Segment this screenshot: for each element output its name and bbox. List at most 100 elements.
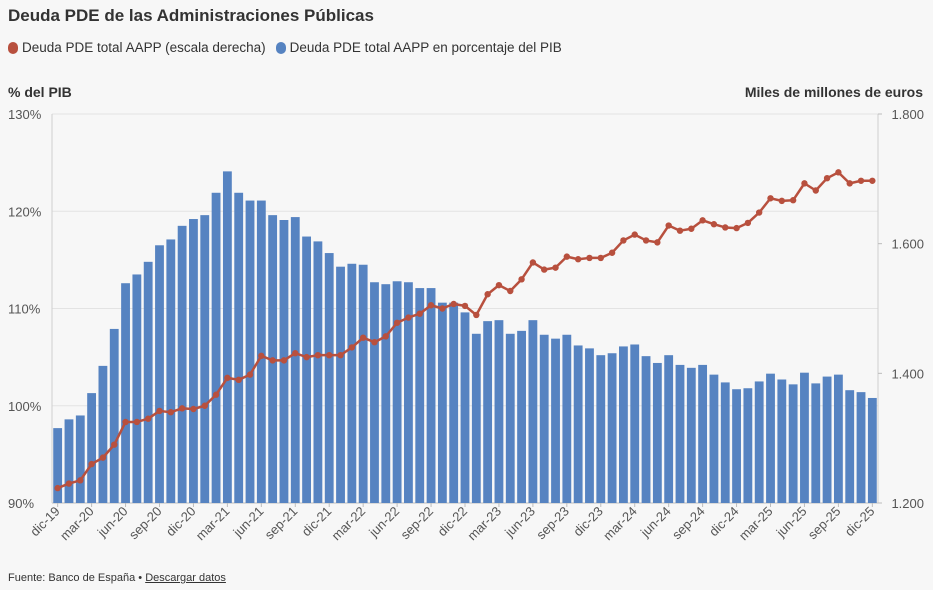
line-point bbox=[224, 374, 231, 382]
x-tick-label: mar-25 bbox=[736, 504, 776, 544]
line-point bbox=[416, 310, 423, 317]
line-point bbox=[631, 231, 638, 238]
legend-item-debt-total[interactable]: Deuda PDE total AAPP (escala derecha) bbox=[8, 40, 266, 55]
line-point bbox=[167, 409, 175, 416]
bar bbox=[517, 330, 526, 503]
bar bbox=[155, 245, 164, 503]
line-point bbox=[54, 484, 61, 492]
bar bbox=[539, 334, 549, 503]
bar bbox=[573, 345, 583, 503]
bar bbox=[336, 266, 345, 503]
bar bbox=[381, 284, 391, 503]
bar bbox=[664, 355, 674, 503]
x-tick-label: sep-24 bbox=[669, 504, 708, 543]
line-point bbox=[303, 353, 310, 361]
bar bbox=[528, 320, 538, 503]
bar bbox=[720, 382, 730, 503]
bar bbox=[856, 392, 866, 503]
line-point bbox=[507, 287, 514, 295]
x-tick-label: mar-23 bbox=[464, 504, 504, 544]
line-point bbox=[733, 224, 740, 232]
line-point bbox=[699, 217, 706, 224]
legend-item-debt-pct-gdp[interactable]: Deuda PDE total AAPP en porcentaje del P… bbox=[275, 40, 562, 55]
line-point bbox=[857, 177, 865, 184]
line-point bbox=[665, 222, 672, 229]
line-point bbox=[359, 334, 367, 341]
line-point bbox=[586, 254, 593, 262]
line-point bbox=[382, 333, 389, 340]
line-point bbox=[767, 195, 774, 202]
bar bbox=[562, 334, 572, 503]
x-tick-label: sep-25 bbox=[805, 504, 844, 543]
line-point bbox=[563, 253, 571, 260]
bar bbox=[630, 344, 640, 503]
bar bbox=[347, 263, 357, 503]
bar bbox=[415, 288, 425, 503]
line-point bbox=[144, 415, 152, 422]
line-point bbox=[755, 209, 763, 216]
legend-label-debt-total: Deuda PDE total AAPP (escala derecha) bbox=[22, 40, 266, 55]
line-point bbox=[529, 259, 537, 266]
line-point bbox=[212, 391, 220, 398]
bar bbox=[551, 338, 560, 503]
right-tick-label: 1.800 bbox=[891, 107, 924, 122]
line-point bbox=[439, 305, 446, 312]
right-tick-label: 1.200 bbox=[891, 496, 924, 511]
x-tick-label: dic-25 bbox=[842, 504, 878, 540]
x-tick-label: jun-21 bbox=[230, 504, 267, 541]
line-point bbox=[156, 407, 163, 415]
line-point bbox=[88, 460, 95, 468]
line-point bbox=[393, 319, 401, 326]
line-point bbox=[201, 402, 208, 409]
line-point bbox=[869, 177, 876, 184]
line-point bbox=[122, 418, 129, 426]
line-point bbox=[676, 227, 684, 234]
download-data-link[interactable]: Descargar datos bbox=[145, 572, 226, 584]
x-tick-label: mar-24 bbox=[600, 504, 640, 544]
line-point bbox=[823, 174, 831, 182]
chart-title: Deuda PDE de las Administraciones Públic… bbox=[8, 6, 374, 25]
bar bbox=[833, 374, 843, 503]
bar bbox=[652, 362, 662, 503]
left-tick-label: 130% bbox=[8, 107, 42, 122]
bar bbox=[766, 373, 775, 503]
line-point bbox=[518, 276, 525, 283]
line-point bbox=[337, 351, 344, 359]
bar-series bbox=[53, 171, 877, 504]
bar bbox=[87, 393, 97, 503]
line-point bbox=[258, 352, 265, 360]
line-point bbox=[65, 480, 73, 487]
bar bbox=[788, 384, 798, 503]
line-point bbox=[642, 237, 650, 244]
bar bbox=[585, 348, 594, 503]
line-point bbox=[326, 351, 333, 359]
bar bbox=[302, 236, 312, 503]
left-tick-label: 110% bbox=[8, 302, 41, 317]
right-tick-label: 1.600 bbox=[891, 237, 924, 252]
line-point bbox=[190, 405, 197, 413]
line-point bbox=[846, 180, 853, 187]
line-point bbox=[744, 219, 752, 227]
bar bbox=[811, 383, 821, 503]
line-point bbox=[484, 291, 491, 298]
line-point bbox=[427, 302, 435, 309]
x-tick-label: jun-20 bbox=[94, 504, 131, 541]
line-point bbox=[495, 281, 503, 289]
bar bbox=[121, 283, 130, 503]
bar bbox=[845, 390, 855, 503]
legend-swatch-debt-pct-gdp bbox=[275, 41, 286, 54]
x-tick-label: mar-22 bbox=[329, 504, 369, 544]
bar bbox=[732, 389, 741, 503]
bar bbox=[675, 364, 685, 503]
line-point bbox=[597, 254, 604, 262]
bar bbox=[698, 364, 708, 503]
line-point bbox=[722, 224, 729, 231]
line-point bbox=[608, 249, 616, 256]
bar bbox=[177, 225, 187, 503]
bar bbox=[686, 367, 696, 503]
bar bbox=[800, 372, 809, 503]
bar bbox=[189, 219, 198, 503]
bar bbox=[234, 192, 244, 503]
left-tick-label: 120% bbox=[8, 204, 42, 219]
